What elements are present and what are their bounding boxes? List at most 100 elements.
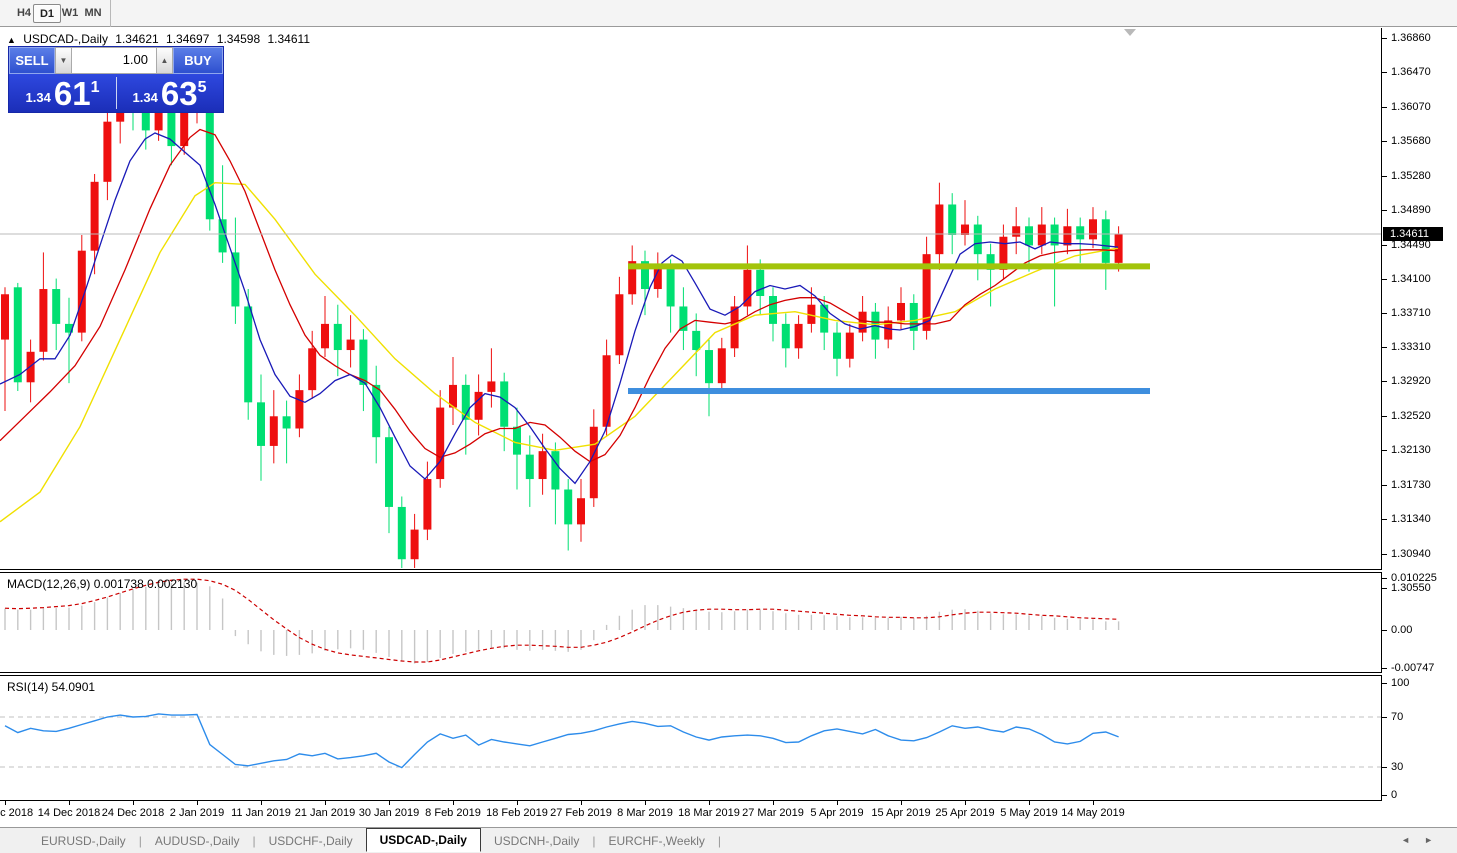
sell-price-figure: 1.34 xyxy=(25,90,51,105)
time-axis-label: 11 Jan 2019 xyxy=(231,807,291,819)
price-axis-label-tick xyxy=(1382,416,1387,418)
time-axis-tick xyxy=(133,801,134,805)
tf-d1[interactable]: D1 xyxy=(33,4,61,23)
macd-label: MACD(12,26,9) 0.001738 0.002130 xyxy=(7,577,198,591)
tab-usdchf[interactable]: USDCHF-,Daily xyxy=(268,833,353,848)
time-axis-label: 25 Apr 2019 xyxy=(935,807,995,819)
ohlc-low: 1.34598 xyxy=(216,32,261,46)
timeframe-toolbar: H4 D1 W1 MN xyxy=(0,0,1457,27)
time-axis-label: 5 May 2019 xyxy=(1000,807,1058,819)
time-axis-label: 14 May 2019 xyxy=(1061,807,1125,819)
tab-eurchf[interactable]: EURCHF-,Weekly xyxy=(608,833,705,848)
macd-axis-label-tick xyxy=(1382,630,1387,631)
price-axis-label: 1.31730 xyxy=(1391,479,1431,492)
support-line[interactable] xyxy=(628,388,1150,395)
time-axis-tick xyxy=(965,801,966,805)
buy-price-pips: 63 xyxy=(160,75,198,112)
tf-h4[interactable]: H4 xyxy=(16,7,32,19)
time-axis-tick xyxy=(453,801,454,805)
macd-axis-label-tick xyxy=(1382,667,1387,669)
ohlc-high: 1.34697 xyxy=(166,32,210,46)
price-axis-label-tick xyxy=(1382,312,1387,314)
rsi-axis-label: 100 xyxy=(1391,677,1410,689)
price-axis-label-tick xyxy=(1382,38,1387,39)
price-axis[interactable]: 1.36860 1.36470 1.36070 1.35680 1.35280 1.348… xyxy=(1382,27,1457,827)
macd-axis-label: 0.010225 xyxy=(1391,572,1437,585)
macd-signal-line xyxy=(4,578,1119,663)
price-axis-label-tick xyxy=(1382,209,1387,211)
ma-blue-line xyxy=(0,132,1119,485)
price-axis-label-tick xyxy=(1382,244,1387,246)
tf-mn[interactable]: MN xyxy=(84,7,102,19)
ma-red-line xyxy=(0,128,1119,463)
time-axis-tick xyxy=(645,801,646,805)
price-axis-label: 1.34100 xyxy=(1391,272,1431,285)
resistance-line[interactable] xyxy=(628,263,1150,270)
price-axis-label-tick xyxy=(1382,71,1387,73)
tab-eurusd[interactable]: EURUSD-,Daily xyxy=(41,833,126,848)
time-axis-label: 15 Apr 2019 xyxy=(871,807,931,819)
macd-canvas[interactable] xyxy=(0,573,1381,672)
tab-audusd[interactable]: AUDUSD-,Daily xyxy=(154,833,240,848)
chart-symbol-label: USDCAD-,Daily xyxy=(23,32,108,46)
price-axis-label-tick xyxy=(1382,347,1387,349)
price-axis-label: 1.30550 xyxy=(1391,582,1431,594)
time-axis-label: 8 Mar 2019 xyxy=(617,807,673,819)
price-axis-label-tick xyxy=(1382,175,1387,177)
price-axis-label-tick xyxy=(1382,588,1387,589)
rsi-axis-label: 30 xyxy=(1391,761,1404,773)
time-axis-label: 27 Mar 2019 xyxy=(742,807,804,819)
sell-price-display: 1.34 61 1 xyxy=(9,74,116,112)
sell-price-point: 1 xyxy=(90,79,100,96)
time-axis-tick xyxy=(709,801,710,805)
price-axis-label-tick xyxy=(1382,450,1387,452)
price-axis-label-tick xyxy=(1382,485,1387,487)
tab-separator: | xyxy=(252,833,256,848)
price-axis-label: 1.32920 xyxy=(1391,375,1431,388)
time-axis-tick xyxy=(5,801,6,805)
price-axis-label-tick xyxy=(1382,140,1387,142)
symbol-tab-bar: EURUSD-,Daily | AUDUSD-,Daily | USDCHF-,… xyxy=(0,827,1457,853)
rsi-canvas[interactable] xyxy=(0,676,1381,800)
price-axis-label: 1.36860 xyxy=(1391,32,1431,44)
tab-usdcnh[interactable]: USDCNH-,Daily xyxy=(493,833,580,848)
time-axis-tick xyxy=(901,801,902,805)
rsi-axis-label-tick xyxy=(1382,767,1387,768)
time-axis-tick xyxy=(197,801,198,805)
tab-separator: | xyxy=(138,833,142,848)
toolbar-divider xyxy=(110,0,111,27)
buy-price-display: 1.34 63 5 xyxy=(116,74,223,112)
volume-decrease-icon[interactable]: ▼ xyxy=(55,47,72,74)
buy-button[interactable]: BUY xyxy=(173,47,223,74)
price-axis-label: 1.36470 xyxy=(1391,65,1431,78)
time-axis-label: 5 Apr 2019 xyxy=(810,807,864,819)
price-axis-label: 1.36070 xyxy=(1391,100,1431,113)
rsi-axis-label: 70 xyxy=(1391,711,1404,723)
time-axis-label: 8 Feb 2019 xyxy=(425,807,481,819)
time-axis-tick xyxy=(325,801,326,805)
rsi-axis-label: 0 xyxy=(1391,789,1398,801)
time-axis-label: 18 Feb 2019 xyxy=(486,807,548,819)
tab-usdcad[interactable]: USDCAD-,Daily xyxy=(365,827,481,852)
volume-input[interactable]: 1.00 xyxy=(72,47,156,74)
ohlc-open: 1.34621 xyxy=(115,32,159,46)
price-axis-label: 1.35680 xyxy=(1391,134,1431,147)
tab-separator: | xyxy=(717,833,722,848)
sell-button[interactable]: SELL xyxy=(9,47,55,74)
time-axis-tick xyxy=(773,801,774,805)
tab-scroll-arrows[interactable]: ◄► xyxy=(1401,835,1447,845)
time-axis-tick xyxy=(1029,801,1030,805)
tf-w1[interactable]: W1 xyxy=(61,7,79,19)
time-axis-label: 21 Jan 2019 xyxy=(294,807,356,819)
time-axis-tick xyxy=(1093,801,1094,805)
chart-shift-marker-icon[interactable] xyxy=(1124,29,1136,36)
volume-increase-icon[interactable]: ▲ xyxy=(156,47,173,74)
price-axis-label-tick xyxy=(1382,519,1387,521)
time-axis-tick xyxy=(581,801,582,805)
price-axis-label: 1.33710 xyxy=(1391,306,1431,319)
price-axis-label-tick xyxy=(1382,278,1387,280)
collapse-panel-icon[interactable]: ▲ xyxy=(7,35,16,45)
rsi-axis-label-tick xyxy=(1382,795,1387,796)
ohlc-close: 1.34611 xyxy=(267,32,311,46)
